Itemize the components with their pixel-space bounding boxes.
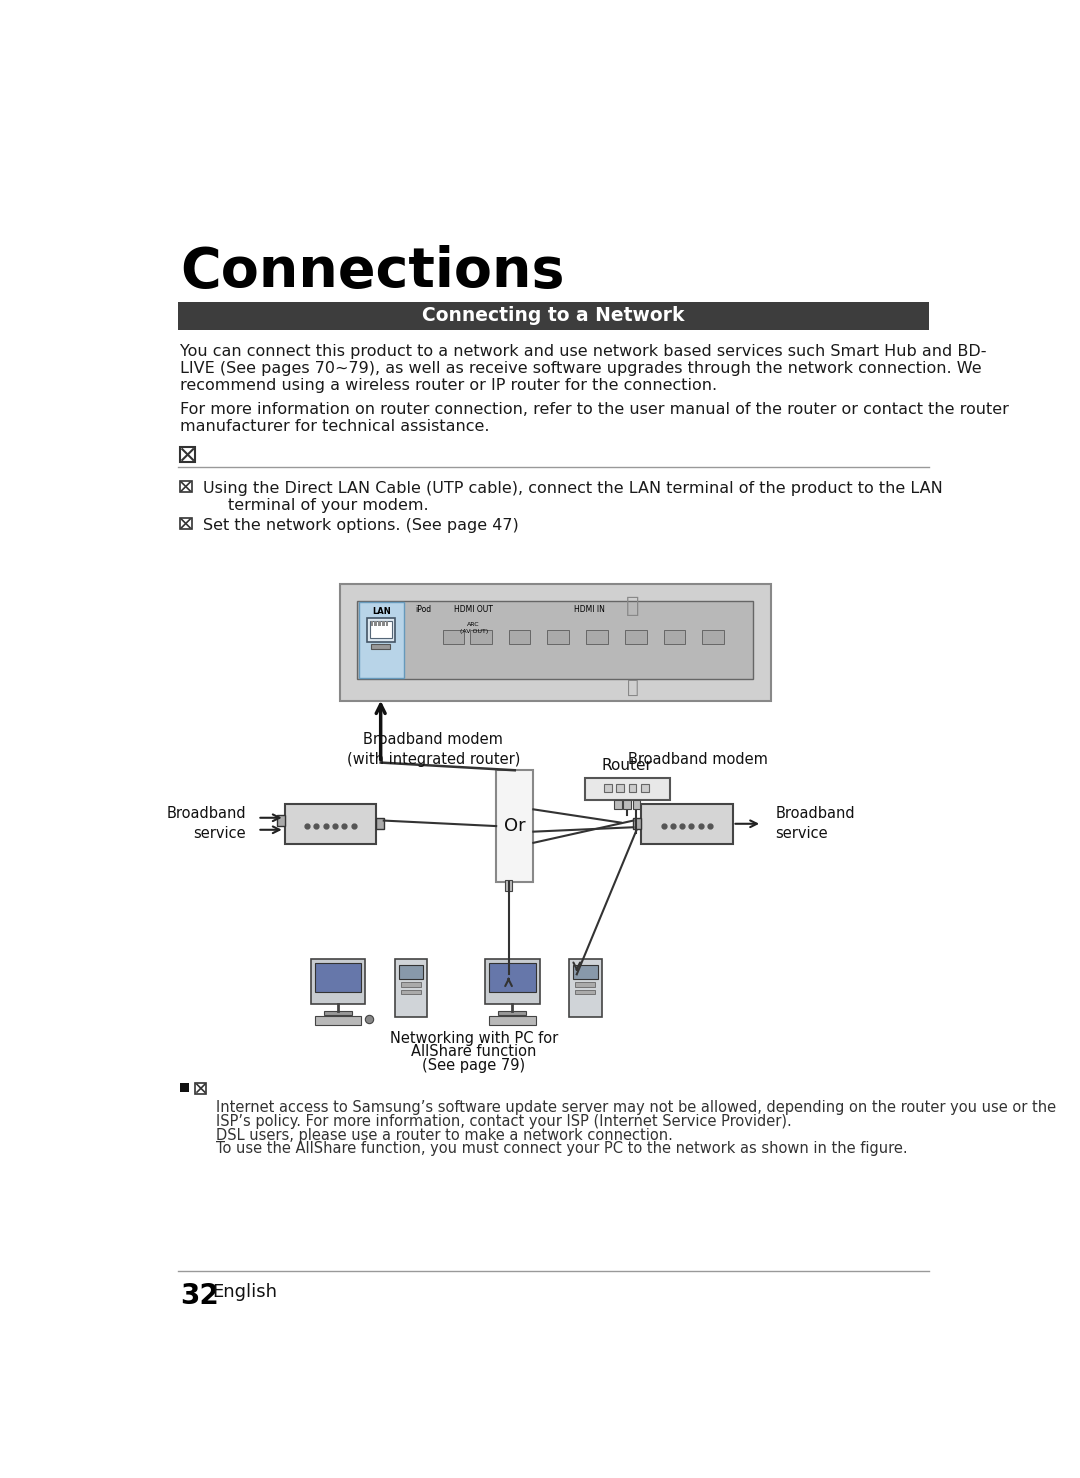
- Bar: [180, 517, 191, 529]
- Bar: [576, 981, 595, 987]
- Bar: [399, 965, 423, 978]
- Bar: [443, 630, 464, 644]
- Text: AllShare function: AllShare function: [411, 1045, 537, 1060]
- Bar: [633, 817, 642, 829]
- Bar: [378, 621, 380, 625]
- Text: Set the network options. (See page 47): Set the network options. (See page 47): [203, 517, 519, 532]
- Bar: [314, 962, 362, 992]
- Bar: [376, 817, 383, 829]
- Text: HDMI IN: HDMI IN: [575, 606, 606, 615]
- Bar: [629, 785, 636, 792]
- Bar: [642, 804, 732, 844]
- Text: Or: Or: [504, 817, 526, 835]
- Bar: [569, 959, 602, 1017]
- Bar: [499, 1011, 526, 1015]
- Bar: [663, 630, 685, 644]
- Bar: [195, 1083, 206, 1094]
- Bar: [180, 1083, 189, 1092]
- Bar: [642, 785, 649, 792]
- Text: You can connect this product to a network and use network based services such Sm: You can connect this product to a networ…: [180, 344, 986, 359]
- Bar: [311, 959, 365, 1004]
- Text: English: English: [213, 1283, 278, 1301]
- Bar: [604, 785, 611, 792]
- Text: Networking with PC for: Networking with PC for: [390, 1030, 558, 1045]
- Bar: [180, 446, 195, 463]
- Bar: [401, 990, 421, 995]
- Bar: [470, 630, 491, 644]
- Text: Ⓢ: Ⓢ: [626, 596, 639, 616]
- Text: Ⓢ: Ⓢ: [627, 678, 638, 696]
- Text: Connections: Connections: [180, 245, 565, 299]
- Bar: [357, 602, 754, 680]
- Text: Router: Router: [602, 758, 652, 773]
- Bar: [387, 621, 389, 625]
- Bar: [623, 800, 631, 808]
- Text: To use the AllShare function, you must connect your PC to the network as shown i: To use the AllShare function, you must c…: [216, 1141, 908, 1156]
- Bar: [572, 973, 581, 983]
- Text: Broadband modem: Broadband modem: [629, 752, 768, 767]
- Bar: [180, 480, 191, 492]
- Bar: [401, 981, 421, 987]
- Bar: [548, 630, 569, 644]
- Text: HDMI OUT: HDMI OUT: [455, 606, 494, 615]
- Text: Broadband
service: Broadband service: [775, 807, 854, 841]
- Bar: [613, 800, 622, 808]
- Bar: [489, 1015, 536, 1026]
- Bar: [586, 630, 608, 644]
- Bar: [394, 959, 428, 1017]
- Bar: [178, 302, 929, 330]
- Bar: [367, 618, 394, 643]
- Bar: [584, 777, 670, 800]
- Bar: [504, 881, 512, 891]
- Bar: [314, 1015, 362, 1026]
- Bar: [496, 770, 534, 882]
- Bar: [375, 621, 377, 625]
- Bar: [284, 804, 376, 844]
- Bar: [382, 621, 384, 625]
- Bar: [625, 630, 647, 644]
- Text: LIVE (See pages 70~79), as well as receive software upgrades through the network: LIVE (See pages 70~79), as well as recei…: [180, 361, 982, 375]
- Bar: [370, 621, 373, 625]
- Bar: [509, 630, 530, 644]
- Text: Internet access to Samsung’s software update server may not be allowed, dependin: Internet access to Samsung’s software up…: [216, 1100, 1056, 1114]
- Bar: [276, 814, 284, 826]
- Text: Connecting to a Network: Connecting to a Network: [422, 306, 685, 325]
- Bar: [369, 621, 392, 638]
- Text: (See page 79): (See page 79): [422, 1058, 526, 1073]
- Text: LAN: LAN: [373, 607, 391, 616]
- Text: manufacturer for technical assistance.: manufacturer for technical assistance.: [180, 420, 489, 435]
- Text: ISP’s policy. For more information, contact your ISP (Internet Service Provider): ISP’s policy. For more information, cont…: [216, 1114, 792, 1129]
- Text: Using the Direct LAN Cable (UTP cable), connect the LAN terminal of the product : Using the Direct LAN Cable (UTP cable), …: [203, 480, 943, 495]
- Text: recommend using a wireless router or IP router for the connection.: recommend using a wireless router or IP …: [180, 377, 717, 393]
- Text: Broadband
service: Broadband service: [166, 807, 246, 841]
- Bar: [324, 1011, 352, 1015]
- Bar: [489, 962, 536, 992]
- Bar: [576, 990, 595, 995]
- Bar: [572, 965, 597, 978]
- Text: For more information on router connection, refer to the user manual of the route: For more information on router connectio…: [180, 402, 1009, 417]
- Bar: [340, 584, 770, 701]
- Text: iPod: iPod: [415, 606, 431, 615]
- Bar: [617, 785, 624, 792]
- Bar: [372, 644, 390, 649]
- Text: DSL users, please use a router to make a network connection.: DSL users, please use a router to make a…: [216, 1128, 673, 1142]
- Bar: [633, 800, 640, 808]
- Bar: [485, 959, 540, 1004]
- Text: terminal of your modem.: terminal of your modem.: [228, 498, 429, 513]
- Text: ARC
(AV OUT): ARC (AV OUT): [460, 622, 488, 634]
- Bar: [702, 630, 724, 644]
- Text: 32: 32: [180, 1281, 218, 1310]
- Text: Broadband modem
(with integrated router): Broadband modem (with integrated router): [347, 733, 521, 767]
- Bar: [359, 603, 404, 678]
